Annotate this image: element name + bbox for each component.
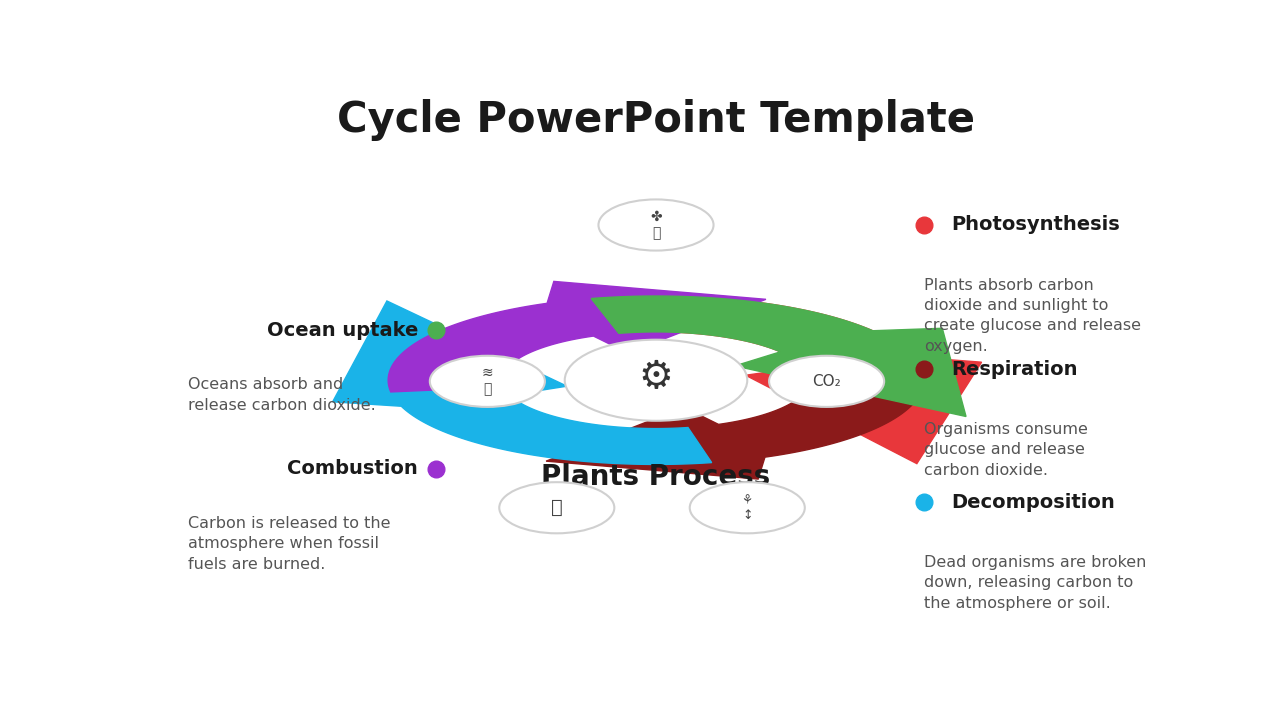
Text: ≋
〜: ≋ 〜 — [481, 366, 493, 397]
Ellipse shape — [769, 356, 884, 407]
Text: ✤
🌱: ✤ 🌱 — [650, 210, 662, 240]
Text: Decomposition: Decomposition — [951, 492, 1115, 512]
Text: Ocean uptake: Ocean uptake — [266, 321, 417, 340]
Text: Cycle PowerPoint Template: Cycle PowerPoint Template — [337, 99, 975, 140]
Polygon shape — [388, 282, 765, 392]
Text: ⚘
↕: ⚘ ↕ — [741, 494, 753, 522]
Text: 🔥: 🔥 — [550, 498, 563, 517]
Polygon shape — [591, 296, 966, 416]
Ellipse shape — [430, 356, 545, 407]
Text: Organisms consume
glucose and release
carbon dioxide.: Organisms consume glucose and release ca… — [924, 422, 1088, 477]
Text: Carbon is released to the
atmosphere when fossil
fuels are burned.: Carbon is released to the atmosphere whe… — [188, 516, 390, 572]
Text: Combustion: Combustion — [287, 459, 417, 478]
Text: CO₂: CO₂ — [813, 374, 841, 389]
Text: Respiration: Respiration — [951, 360, 1078, 379]
Polygon shape — [547, 372, 924, 479]
Ellipse shape — [499, 482, 614, 534]
Text: ⚙: ⚙ — [639, 359, 673, 397]
Text: Photosynthesis: Photosynthesis — [951, 215, 1120, 235]
Polygon shape — [646, 296, 982, 464]
Text: Oceans absorb and
release carbon dioxide.: Oceans absorb and release carbon dioxide… — [188, 377, 375, 413]
Ellipse shape — [564, 340, 748, 420]
Ellipse shape — [690, 482, 805, 534]
Ellipse shape — [599, 199, 713, 251]
Text: Plants Process: Plants Process — [541, 463, 771, 491]
Polygon shape — [333, 301, 712, 464]
Text: Plants absorb carbon
dioxide and sunlight to
create glucose and release
oxygen.: Plants absorb carbon dioxide and sunligh… — [924, 278, 1140, 354]
Text: Dead organisms are broken
down, releasing carbon to
the atmosphere or soil.: Dead organisms are broken down, releasin… — [924, 555, 1146, 611]
